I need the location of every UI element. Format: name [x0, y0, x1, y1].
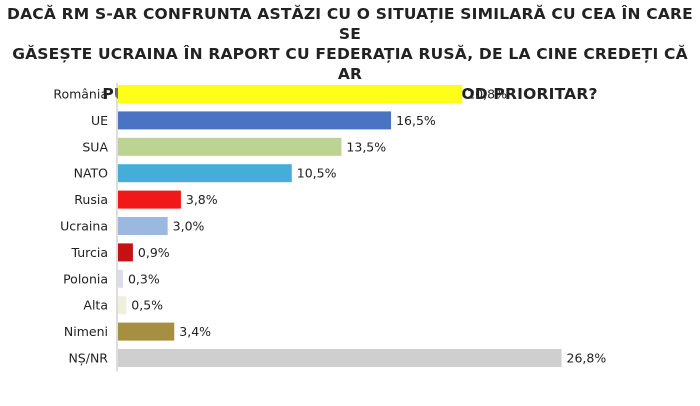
bar [118, 85, 463, 103]
category-label: Polonia [63, 271, 108, 286]
category-label: Alta [83, 298, 108, 313]
bar [118, 243, 133, 262]
bar [118, 111, 392, 130]
value-label: 16,5% [396, 113, 436, 128]
value-label: 3,4% [179, 324, 211, 339]
category-label: NȘ/NR [68, 351, 108, 366]
value-label: 20,8% [467, 87, 507, 102]
value-label: 3,0% [173, 219, 205, 234]
bar [118, 164, 292, 183]
category-label: SUA [82, 139, 108, 154]
bar [118, 217, 168, 235]
value-label: 0,9% [138, 245, 170, 260]
category-label: România [53, 87, 108, 102]
bar [118, 269, 123, 288]
bar [118, 322, 175, 341]
chart-title-line-1: DACĂ RM S-AR CONFRUNTA ASTĂZI CU O SITUA… [7, 5, 693, 43]
chart-title: DACĂ RM S-AR CONFRUNTA ASTĂZI CU O SITUA… [0, 4, 700, 104]
value-label: 10,5% [297, 166, 337, 181]
category-label: Rusia [74, 192, 108, 207]
value-label: 0,5% [131, 298, 163, 313]
value-label: 3,8% [186, 192, 218, 207]
plot-area: România 20,8% UE 16,5% SUA 13,5% NATO 10,5% Rusi… [53, 82, 607, 372]
bar [118, 137, 342, 156]
value-label: 26,8% [567, 351, 607, 366]
value-label: 13,5% [346, 139, 386, 154]
category-label: UE [91, 113, 108, 128]
value-label: 0,3% [128, 271, 160, 286]
bar [118, 190, 181, 209]
category-label: NATO [74, 166, 109, 181]
bar [118, 296, 127, 315]
category-label: Turcia [70, 245, 108, 260]
category-label: Ucraina [60, 219, 108, 234]
chart-title-line-2: GĂSEȘTE UCRAINA ÎN RAPORT CU FEDERAȚIA R… [12, 45, 688, 83]
bar [118, 349, 562, 367]
category-label: Nimeni [64, 324, 108, 339]
